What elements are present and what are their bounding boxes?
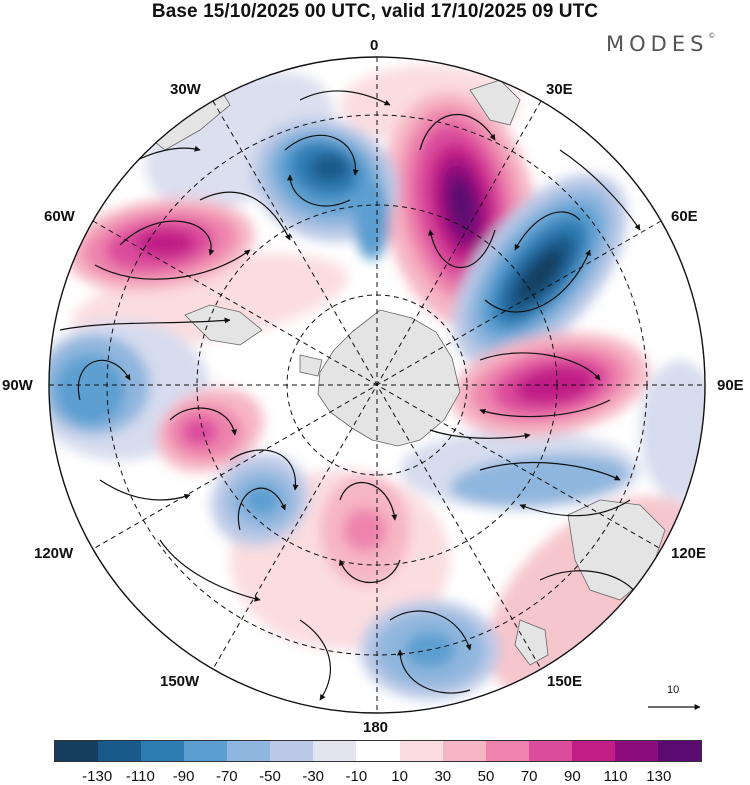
colorbar-swatch — [184, 741, 228, 761]
colorbar-swatch — [356, 741, 400, 761]
colorbar-tick-label: 10 — [391, 768, 408, 785]
colorbar-swatch — [485, 741, 529, 761]
colorbar-swatch — [313, 741, 357, 761]
colorbar-swatch — [614, 741, 658, 761]
lon-label-120e: 120E — [671, 545, 707, 562]
colorbar-swatch — [227, 741, 271, 761]
lon-label-60e: 60E — [671, 208, 698, 225]
colorbar-tick-label: 50 — [477, 768, 495, 785]
colorbar-tick-label: 30 — [434, 768, 452, 785]
colorbar-swatch — [571, 741, 615, 761]
colorbar-swatch — [528, 741, 572, 761]
map-border — [48, 56, 706, 714]
wind-streamlines — [59, 90, 641, 701]
colorbar-tick-label: -70 — [215, 768, 238, 785]
colorbar-swatch — [657, 741, 701, 761]
graticule — [49, 57, 705, 713]
colorbar-tick-label: 70 — [520, 768, 538, 785]
colorbar-tick-label: 110 — [603, 768, 628, 785]
lon-label-30e: 30E — [546, 81, 573, 98]
lon-label-150w: 150W — [160, 673, 200, 690]
colorbar-tick-label: -50 — [259, 768, 281, 785]
brand-text: MODES — [606, 32, 709, 56]
colorbar — [54, 740, 702, 762]
colorbar-tick-label: -110 — [125, 768, 155, 785]
lon-label-180: 180 — [363, 719, 389, 736]
colorbar-swatch — [98, 741, 142, 761]
lon-label-0: 0 — [370, 37, 379, 54]
lon-label-90e: 90E — [717, 377, 744, 394]
colorbar-swatch — [55, 741, 99, 761]
lon-label-30w: 30W — [170, 81, 201, 98]
vector-scale-label: 10 — [667, 684, 680, 696]
colorbar-tick-label: -90 — [172, 768, 195, 785]
colorbar-tick-label: 90 — [564, 768, 581, 785]
modes-logo: MODES© — [606, 32, 715, 56]
colorbar-swatch — [442, 741, 486, 761]
lon-label-60w: 60W — [44, 208, 75, 225]
map-field — [49, 57, 705, 713]
colorbar-swatch — [399, 741, 443, 761]
colorbar-swatch — [270, 741, 314, 761]
colorbar-tick-label: -30 — [302, 768, 325, 785]
chart-title: Base 15/10/2025 00 UTC, valid 17/10/2025… — [151, 1, 599, 22]
colorbar-tick-label: -130 — [82, 768, 113, 785]
lon-label-150e: 150E — [547, 673, 583, 690]
colorbar-swatch — [141, 741, 185, 761]
lon-label-120w: 120W — [34, 545, 74, 562]
colorbar-tick-label: 130 — [646, 768, 672, 785]
lon-label-90w: 90W — [2, 377, 33, 394]
colorbar-tick-label: -10 — [345, 768, 368, 785]
brand-mark: © — [708, 32, 716, 40]
